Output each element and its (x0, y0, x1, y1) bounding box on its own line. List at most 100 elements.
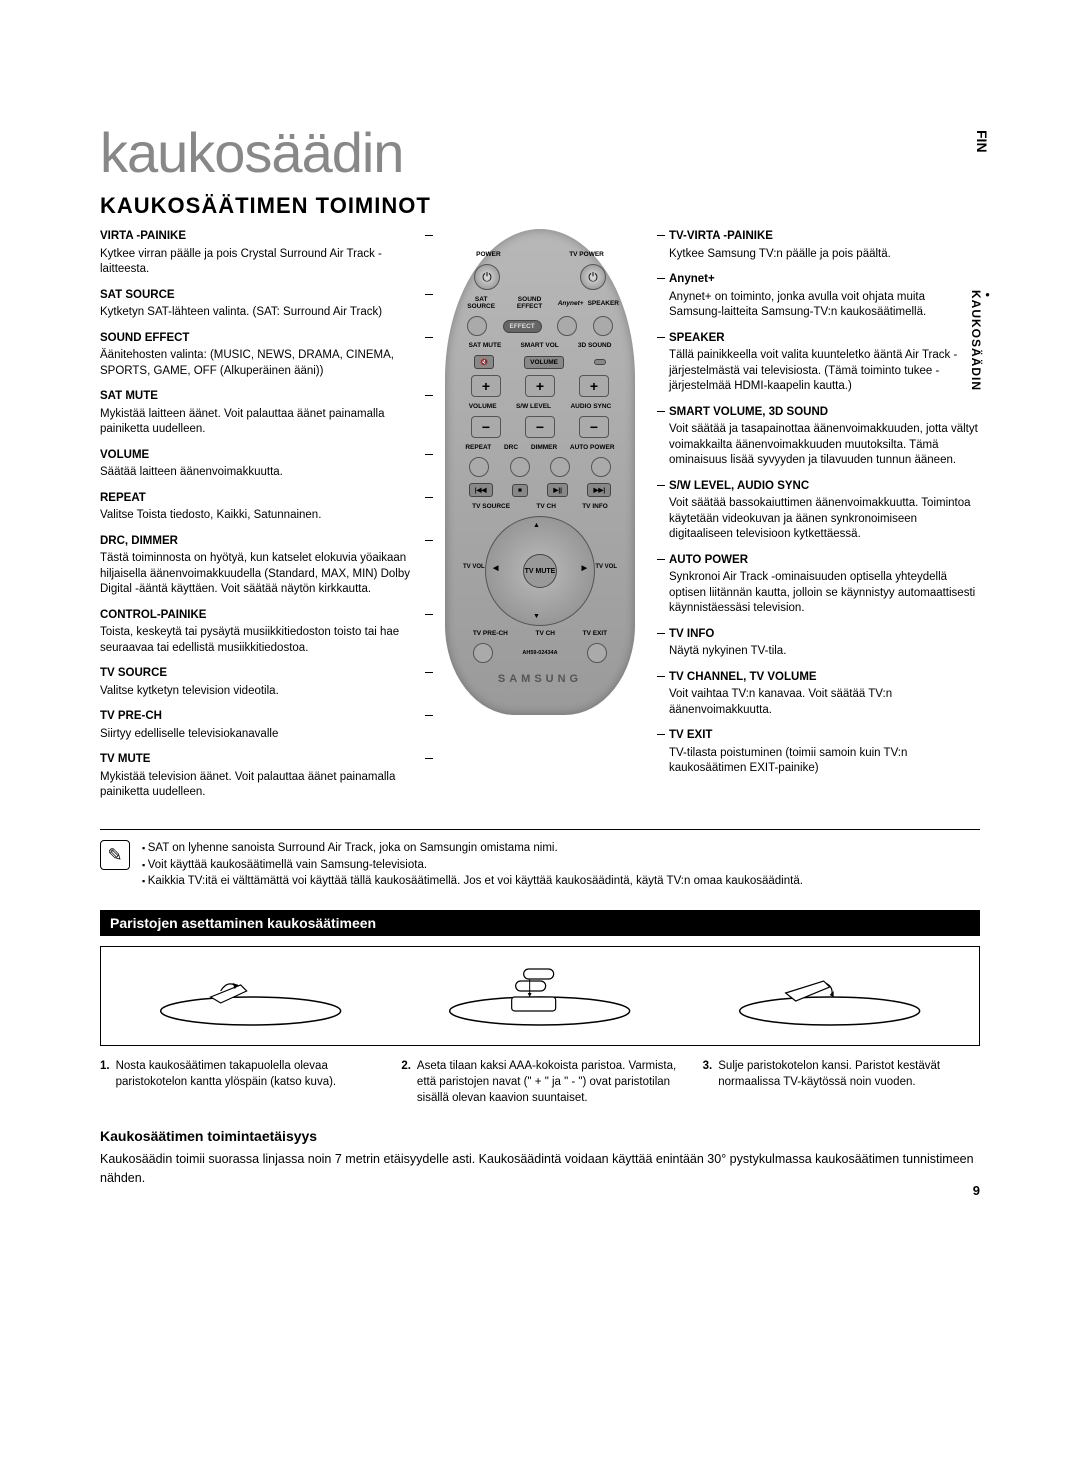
sound-effect-label: SOUND EFFECT (505, 296, 553, 310)
audio-sync-up-button[interactable]: + (579, 375, 609, 397)
next-button[interactable]: ▶▶| (587, 483, 611, 497)
feature-title: TV EXIT (657, 728, 980, 744)
feature-item: TV-VIRTA -PAINIKE Kytkee Samsung TV:n pä… (657, 229, 980, 262)
sat-source-button[interactable] (467, 316, 487, 336)
note-item: Voit käyttää kaukosäätimellä vain Samsun… (142, 857, 803, 874)
feature-description: Voit säätää bassokaiuttimen äänenvoimakk… (657, 496, 980, 543)
battery-illustration-row (100, 946, 980, 1046)
feature-description: Anynet+ on toiminto, jonka avulla voit o… (657, 290, 980, 321)
tv-vol-right-label: TV VOL (595, 564, 617, 570)
prev-button[interactable]: |◀◀ (469, 483, 493, 497)
repeat-label: REPEAT (465, 444, 491, 451)
feature-item: SAT SOURCE Kytketyn SAT-lähteen valinta.… (100, 288, 423, 321)
feature-title: TV SOURCE (100, 666, 423, 682)
dimmer-button[interactable] (550, 457, 570, 477)
feature-item: SPEAKER Tällä painikkeella voit valita k… (657, 331, 980, 395)
note-list: SAT on lyhenne sanoista Surround Air Tra… (142, 840, 803, 890)
battery-step1-image (111, 961, 390, 1031)
battery-step: 1.Nosta kaukosäätimen takapuolella oleva… (100, 1058, 377, 1106)
step-text: Aseta tilaan kaksi AAA-kokoista paristoa… (417, 1058, 679, 1106)
stop-button[interactable]: ■ (512, 484, 528, 497)
step-number: 2. (401, 1058, 411, 1106)
volume-up-button[interactable]: + (471, 375, 501, 397)
feature-description: Näytä nykyinen TV-tila. (657, 644, 980, 660)
feature-description: TV-tilasta poistuminen (toimii samoin ku… (657, 746, 980, 777)
note-item: SAT on lyhenne sanoista Surround Air Tra… (142, 840, 803, 857)
sw-level-down-button[interactable]: − (525, 416, 555, 438)
audio-sync-down-button[interactable]: − (579, 416, 609, 438)
feature-title: TV-VIRTA -PAINIKE (657, 229, 980, 245)
dpad-right[interactable]: ▶ (582, 564, 587, 572)
feature-title: DRC, DIMMER (100, 534, 423, 550)
speaker-button[interactable] (593, 316, 613, 336)
feature-description: Äänitehosten valinta: (MUSIC, NEWS, DRAM… (100, 348, 423, 379)
feature-item: VOLUME Säätää laitteen äänenvoimakkuutta… (100, 448, 423, 481)
sat-source-label: SAT SOURCE (461, 296, 501, 310)
step-text: Sulje paristokotelon kansi. Paristot kes… (718, 1058, 980, 1106)
volume-label-button[interactable]: VOLUME (524, 356, 564, 369)
feature-item: TV CHANNEL, TV VOLUME Voit vaihtaa TV:n … (657, 670, 980, 719)
feature-item: TV EXIT TV-tilasta poistuminen (toimii s… (657, 728, 980, 777)
feature-title: S/W LEVEL, AUDIO SYNC (657, 479, 980, 495)
tv-power-button[interactable]: ⏻ (580, 264, 606, 290)
manual-page: FIN KAUKOSÄÄDIN kaukosäädin KAUKOSÄÄTIME… (0, 0, 1080, 1248)
sw-level-up-button[interactable]: + (525, 375, 555, 397)
volume-down-button[interactable]: − (471, 416, 501, 438)
language-tab: FIN (974, 130, 990, 153)
drc-button[interactable] (510, 457, 530, 477)
3d-sound-label: 3D SOUND (578, 342, 612, 349)
note-item: Kaikkia TV:itä ei välttämättä voi käyttä… (142, 873, 803, 890)
feature-title: TV MUTE (100, 752, 423, 768)
3d-sound-button[interactable] (594, 359, 606, 365)
tv-mute-button[interactable]: TV MUTE (523, 554, 557, 588)
feature-description: Kytkee Samsung TV:n päälle ja pois päält… (657, 247, 980, 263)
tv-vol-left-label: TV VOL (463, 564, 485, 570)
battery-step3-image (690, 961, 969, 1031)
dpad-left[interactable]: ◀ (493, 564, 498, 572)
feature-item: REPEAT Valitse Toista tiedosto, Kaikki, … (100, 491, 423, 524)
feature-description: Toista, keskeytä tai pysäytä musiikkitie… (100, 625, 423, 656)
brand-label: SAMSUNG (461, 673, 619, 685)
feature-item: SOUND EFFECT Äänitehosten valinta: (MUSI… (100, 331, 423, 380)
anynet-button[interactable] (557, 316, 577, 336)
model-label: AH59-02434A (522, 650, 557, 656)
divider (100, 829, 980, 830)
feature-description: Mykistää television äänet. Voit palautta… (100, 770, 423, 801)
step-number: 1. (100, 1058, 110, 1106)
feature-item: TV PRE-CH Siirtyy edelliselle televisiok… (100, 709, 423, 742)
feature-title: REPEAT (100, 491, 423, 507)
volume-col-label: VOLUME (469, 403, 497, 410)
feature-item: TV INFO Näytä nykyinen TV-tila. (657, 627, 980, 660)
tv-pre-ch-button[interactable] (473, 643, 493, 663)
battery-heading: Paristojen asettaminen kaukosäätimeen (100, 910, 980, 936)
note-box: ✎ SAT on lyhenne sanoista Surround Air T… (100, 840, 980, 890)
auto-power-button[interactable] (591, 457, 611, 477)
battery-step: 3.Sulje paristokotelon kansi. Paristot k… (703, 1058, 980, 1106)
sound-effect-button[interactable]: EFFECT (503, 320, 542, 333)
feature-item: S/W LEVEL, AUDIO SYNC Voit säätää bassok… (657, 479, 980, 543)
dpad-up[interactable]: ▲ (533, 522, 540, 529)
dimmer-label: DIMMER (531, 444, 557, 451)
feature-title: TV PRE-CH (100, 709, 423, 725)
play-pause-button[interactable]: ▶|| (547, 483, 568, 497)
sat-mute-button[interactable]: 🔇 (474, 355, 494, 369)
feature-description: Valitse kytketyn television videotila. (100, 684, 423, 700)
smart-vol-label: SMART VOL (520, 342, 558, 349)
left-feature-column: VIRTA -PAINIKE Kytkee virran päälle ja p… (100, 229, 423, 811)
tv-exit-button[interactable] (587, 643, 607, 663)
tv-ch-bottom-label: TV CH (535, 630, 555, 637)
feature-title: AUTO POWER (657, 553, 980, 569)
feature-title: SMART VOLUME, 3D SOUND (657, 405, 980, 421)
section-heading: KAUKOSÄÄTIMEN TOIMINOT (100, 193, 980, 219)
power-label: POWER (476, 251, 501, 258)
audio-sync-col-label: AUDIO SYNC (570, 403, 611, 410)
feature-description: Valitse Toista tiedosto, Kaikki, Satunna… (100, 508, 423, 524)
repeat-button[interactable] (469, 457, 489, 477)
dpad-down[interactable]: ▼ (533, 613, 540, 620)
tv-source-label: TV SOURCE (472, 503, 510, 510)
feature-description: Mykistää laitteen äänet. Voit palauttaa … (100, 407, 423, 438)
battery-step2-image (400, 961, 679, 1031)
tv-exit-label: TV EXIT (583, 630, 608, 637)
feature-description: Säätää laitteen äänenvoimakkuutta. (100, 465, 423, 481)
power-button[interactable]: ⏻ (474, 264, 500, 290)
